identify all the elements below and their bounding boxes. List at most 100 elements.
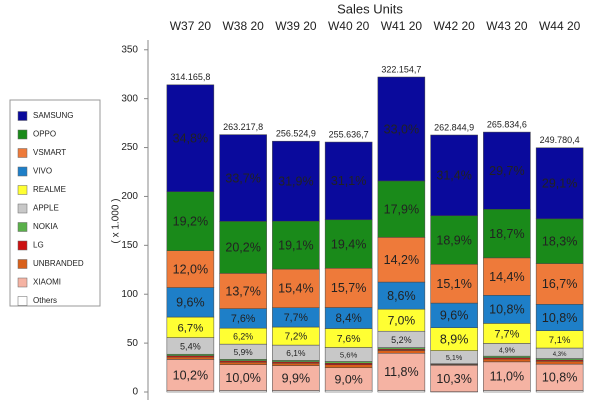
bar-segment xyxy=(219,221,267,274)
legend-label: VSMART xyxy=(33,148,66,157)
bar-segment xyxy=(535,304,584,331)
bar-segment xyxy=(430,365,478,392)
value-label: 18,7% xyxy=(489,227,524,241)
total-label: 265.834,6 xyxy=(487,119,527,129)
value-label: 6,7% xyxy=(178,322,204,334)
value-label: 15,1% xyxy=(436,277,471,291)
value-label: 7,7% xyxy=(284,312,309,324)
bar-segment xyxy=(377,350,426,354)
bar-segment xyxy=(535,263,584,305)
x-tick-label: W41 20 xyxy=(381,19,423,33)
value-label: 16,7% xyxy=(542,277,577,291)
total-label: 262.844,9 xyxy=(434,122,474,132)
bar-segment xyxy=(324,141,373,221)
total-label: 256.524,9 xyxy=(276,129,316,139)
value-label: 13,7% xyxy=(225,284,260,298)
value-label: 4,9% xyxy=(499,348,515,355)
legend-swatch xyxy=(17,111,28,121)
value-label: 31,4% xyxy=(436,169,471,183)
value-label: 5,9% xyxy=(234,347,254,357)
value-label: 14,4% xyxy=(489,270,524,284)
value-label: 18,9% xyxy=(436,233,471,247)
bar-segment xyxy=(219,134,267,222)
bar-segment xyxy=(166,359,215,392)
legend-swatch xyxy=(17,129,28,140)
bar-segment xyxy=(272,268,320,308)
value-label: 19,1% xyxy=(278,238,313,252)
value-label: 31,9% xyxy=(278,174,313,188)
value-label: 7,6% xyxy=(337,334,361,345)
legend-label: LG xyxy=(33,241,44,250)
legend-swatch xyxy=(17,222,28,232)
y-tick-label: 250 xyxy=(121,142,138,153)
bar-segment xyxy=(166,191,215,251)
bar-segment xyxy=(430,302,478,328)
bar-segment xyxy=(166,250,215,288)
value-label: 18,3% xyxy=(542,234,577,248)
y-tick-label: 100 xyxy=(121,289,138,300)
bar-segment xyxy=(430,264,478,304)
value-label: 9,0% xyxy=(335,372,363,386)
x-tick-label: W38 20 xyxy=(222,19,264,33)
value-label: 29,1% xyxy=(542,177,577,191)
bar-segment xyxy=(535,363,584,391)
legend-label: UNBRANDED xyxy=(33,259,84,268)
bar-segment xyxy=(483,295,531,324)
x-tick-label: W37 20 xyxy=(170,19,212,33)
legend-label: XIAOMI xyxy=(33,278,61,287)
value-label: 8,9% xyxy=(440,332,469,346)
value-label: 9,9% xyxy=(282,371,311,385)
value-label: 10,2% xyxy=(173,368,208,382)
value-label: 5,4% xyxy=(180,341,201,351)
legend-swatch xyxy=(17,277,28,288)
legend-label: Others xyxy=(33,296,57,305)
bar-segment xyxy=(430,134,478,216)
bar-segment xyxy=(272,365,320,391)
value-label: 19,2% xyxy=(173,215,208,229)
bar-segment xyxy=(324,390,373,393)
legend-label: NOKIA xyxy=(33,222,59,231)
value-label: 15,4% xyxy=(278,282,313,296)
bar-segment xyxy=(483,209,531,259)
legend-label: OPPO xyxy=(33,130,56,139)
value-label: 9,6% xyxy=(440,309,469,323)
value-label: 9,6% xyxy=(176,296,205,310)
value-label: 7,7% xyxy=(494,328,519,340)
bar-segment xyxy=(272,220,320,270)
legend-label: REALME xyxy=(33,185,66,194)
value-label: 17,9% xyxy=(384,202,419,216)
y-tick-label: 200 xyxy=(121,191,138,202)
y-tick-label: 150 xyxy=(121,240,138,251)
value-label: 8,4% xyxy=(335,313,361,325)
total-label: 249.780,4 xyxy=(540,135,580,145)
y-tick-label: 350 xyxy=(121,44,138,55)
bar-segment xyxy=(324,364,373,369)
bar-segment xyxy=(166,287,215,318)
value-label: 6,2% xyxy=(233,331,253,341)
x-tick-label: W44 20 xyxy=(539,19,581,33)
legend-label: SAMSUNG xyxy=(33,111,73,120)
legend-swatch xyxy=(17,296,28,306)
legend-swatch xyxy=(17,240,28,251)
legend-swatch xyxy=(17,203,28,214)
value-label: 5,1% xyxy=(446,353,463,362)
value-label: 12,0% xyxy=(173,262,208,276)
bar-segment xyxy=(324,219,373,269)
bar-segment xyxy=(377,281,426,310)
value-label: 19,4% xyxy=(331,237,366,251)
bar-segment xyxy=(324,361,373,364)
value-label: 31,1% xyxy=(331,174,366,188)
bar-segment xyxy=(535,218,584,264)
bar-segment xyxy=(166,84,215,192)
value-label: 29,7% xyxy=(489,164,524,178)
bar-segment xyxy=(272,140,320,222)
y-tick-label: 300 xyxy=(121,93,138,104)
y-tick-label: 0 xyxy=(132,387,138,398)
value-label: 6,1% xyxy=(286,348,306,358)
bar-segment xyxy=(377,76,426,182)
bar-segment xyxy=(324,268,373,308)
bar-segment xyxy=(377,237,426,283)
value-label: 34,8% xyxy=(173,132,208,146)
value-label: 20,2% xyxy=(225,241,260,255)
